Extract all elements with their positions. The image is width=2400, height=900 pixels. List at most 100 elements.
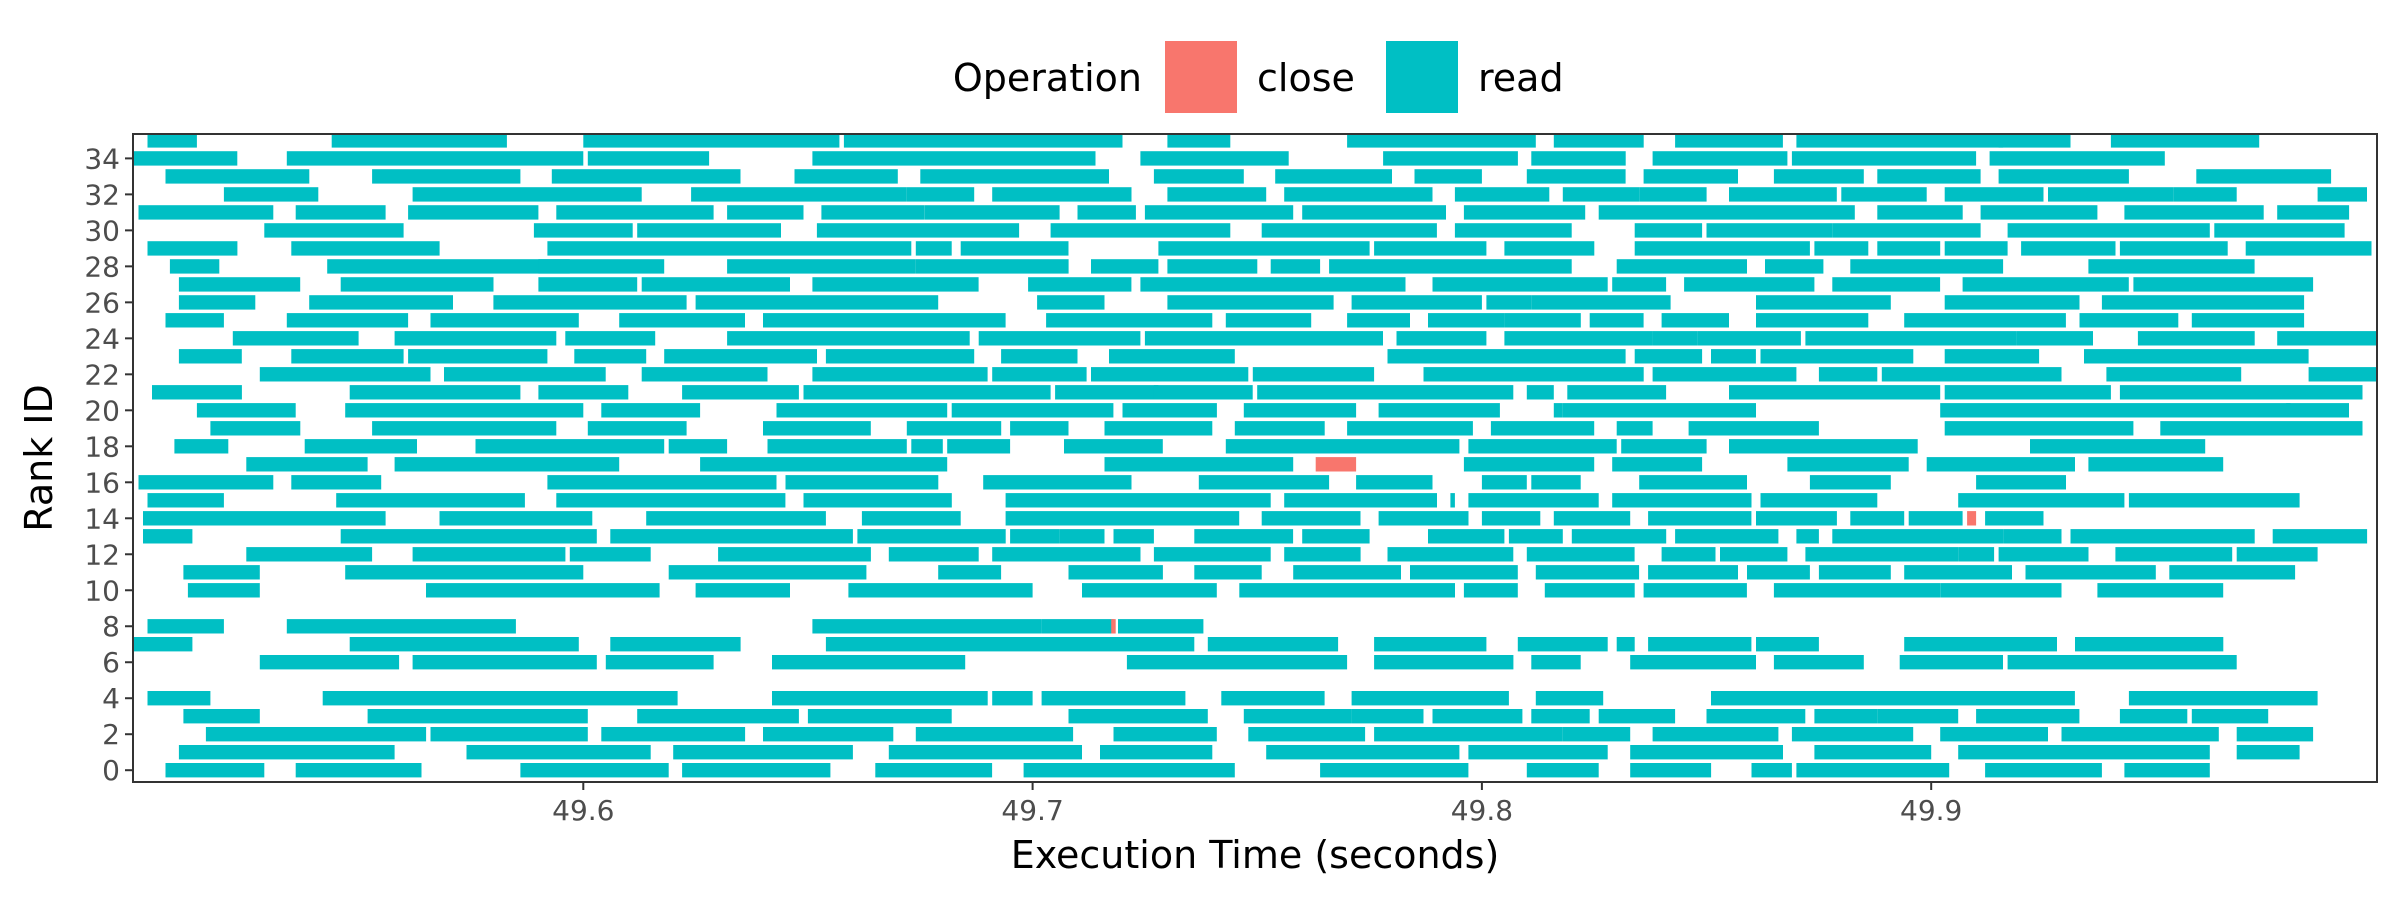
read-bar (349, 637, 579, 652)
read-bar (1463, 457, 1595, 472)
read-bar (1481, 475, 1527, 490)
read-bar (2061, 727, 2219, 742)
read-bar (1198, 475, 1330, 490)
read-bar (1760, 349, 1914, 364)
read-bar (610, 529, 853, 544)
read-bar (812, 277, 979, 292)
read-bar (1908, 511, 1963, 526)
y-tick-label: 22 (84, 358, 120, 391)
read-bar (2088, 457, 2224, 472)
read-bar (2277, 331, 2376, 346)
read-bar (1648, 511, 1752, 526)
read-bar (1347, 133, 1536, 148)
read-bar (1706, 709, 1806, 724)
read-bar (807, 709, 952, 724)
read-bar (1944, 385, 2111, 400)
read-bar (147, 241, 238, 256)
read-bar (1167, 295, 1334, 310)
read-bar (556, 205, 714, 220)
read-bar (1517, 637, 1608, 652)
read-bar (1113, 727, 1217, 742)
read-bar (430, 727, 588, 742)
y-tick-label: 24 (84, 322, 120, 355)
read-bar (165, 169, 310, 184)
read-bar (2066, 403, 2291, 418)
read-bar (1639, 187, 1707, 202)
read-bar (412, 187, 642, 202)
read-bar (1567, 385, 1667, 400)
read-bar (1562, 187, 1640, 202)
read-bar (906, 187, 975, 202)
read-bar (695, 295, 939, 310)
read-bar (183, 709, 260, 724)
y-tick-label: 34 (84, 142, 120, 175)
read-bar (1940, 403, 2066, 418)
read-bar (1302, 205, 1446, 220)
read-bar (1652, 367, 1797, 382)
read-bar (1122, 403, 1217, 418)
x-tick-label: 49.7 (1001, 794, 1063, 827)
read-bar (2106, 367, 2242, 382)
read-bar (825, 637, 1078, 652)
read-bar (821, 205, 925, 220)
read-bar (1773, 655, 1864, 670)
read-bar (1167, 187, 1267, 202)
read-bar (875, 763, 993, 778)
read-bar (1077, 205, 1136, 220)
read-bar (1126, 655, 1348, 670)
read-bar (1356, 475, 1433, 490)
read-bar (2115, 547, 2233, 562)
read-bar (888, 745, 1082, 760)
read-bar (340, 277, 494, 292)
read-bar (169, 259, 220, 274)
read-bar (1562, 727, 1631, 742)
read-bar (412, 655, 597, 670)
read-bar (2173, 187, 2237, 202)
read-bar (1351, 295, 1482, 310)
read-bar (682, 763, 831, 778)
read-bar (1055, 385, 1159, 400)
read-bar (1791, 727, 1914, 742)
read-bar (1756, 637, 1819, 652)
read-bar (1630, 655, 1756, 670)
read-bar (906, 421, 1002, 436)
read-bar (2236, 727, 2314, 742)
read-bar (1194, 529, 1294, 544)
read-bar (2003, 529, 2062, 544)
read-bar (587, 421, 687, 436)
read-bar (2160, 421, 2363, 436)
read-bar (1091, 259, 1159, 274)
read-bar (322, 691, 678, 706)
read-bar (1850, 511, 1905, 526)
read-bar (2084, 349, 2309, 364)
read-bar (291, 241, 440, 256)
read-bar (583, 133, 840, 148)
read-bar (803, 493, 952, 508)
read-bar (309, 295, 453, 310)
read-bar (2119, 385, 2363, 400)
read-bar (165, 763, 265, 778)
read-bar (1832, 223, 1981, 238)
read-bar (547, 241, 912, 256)
read-bar (2191, 709, 2269, 724)
panel-border (132, 133, 2378, 783)
read-bar (1153, 169, 1244, 184)
read-bar (1639, 475, 1747, 490)
read-bar (2133, 277, 2314, 292)
read-bar (295, 763, 422, 778)
read-bar (134, 637, 193, 652)
read-bar (1675, 133, 1783, 148)
y-tick-label: 10 (84, 574, 120, 607)
read-bar (1266, 745, 1460, 760)
read-bar (1809, 475, 1891, 490)
read-bar (1001, 349, 1078, 364)
read-bar (2025, 565, 2156, 580)
read-bar (1976, 709, 2080, 724)
read-bar (1414, 169, 1482, 184)
read-bar (2124, 763, 2210, 778)
read-bar (1167, 259, 1258, 274)
read-bar (574, 349, 647, 364)
read-bar (1270, 259, 1321, 274)
read-bar (336, 493, 525, 508)
